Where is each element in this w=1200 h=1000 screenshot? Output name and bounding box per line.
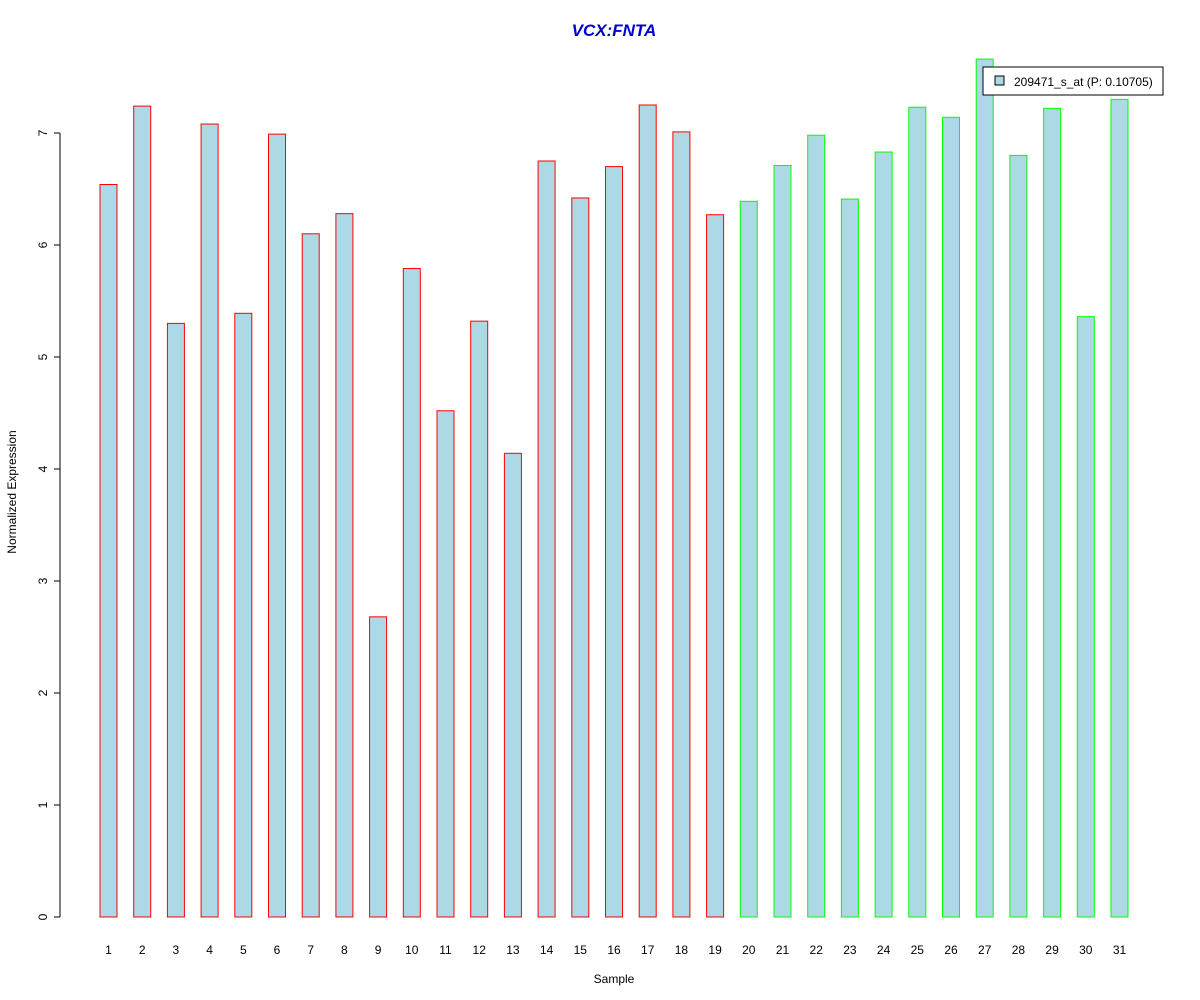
x-tick-label: 7 [307, 943, 314, 957]
bar-sample-13 [503, 452, 522, 918]
bar-sample-31 [1110, 98, 1129, 918]
x-tick-label: 18 [675, 943, 689, 957]
y-tick-label: 1 [36, 801, 50, 808]
x-tick-label: 10 [405, 943, 419, 957]
chart-title: VCX:FNTA [572, 21, 657, 40]
bar-sample-29 [1043, 107, 1062, 918]
x-tick-label: 20 [742, 943, 756, 957]
x-tick-label: 28 [1012, 943, 1026, 957]
y-axis: 0 1 2 3 4 5 6 7 [36, 129, 61, 920]
legend-swatch [994, 75, 1005, 86]
x-tick-label: 2 [139, 943, 146, 957]
x-tick-label: 9 [375, 943, 382, 957]
x-axis: 1 2 3 4 5 6 7 8 9 10 11 12 13 14 15 16 17 18 19 20 21 22 23 24 2… [105, 943, 1126, 957]
bar-sample-23 [840, 198, 859, 918]
bar-sample-11 [436, 410, 455, 918]
y-tick-label: 5 [36, 353, 50, 360]
bar-sample-14 [537, 160, 556, 918]
x-tick-label: 21 [776, 943, 790, 957]
x-tick-label: 16 [607, 943, 621, 957]
bar-sample-18 [672, 131, 691, 918]
bars [99, 58, 1129, 918]
bar-sample-28 [1009, 154, 1028, 918]
x-tick-label: 1 [105, 943, 112, 957]
x-tick-label: 5 [240, 943, 247, 957]
legend-box [982, 66, 1164, 96]
x-tick-label: 17 [641, 943, 655, 957]
x-tick-label: 13 [506, 943, 520, 957]
bar-sample-4 [200, 123, 219, 918]
bar-sample-16 [605, 166, 623, 918]
bar-sample-26 [942, 116, 960, 918]
legend: 209471_s_at (P: 0.10705) [982, 66, 1164, 96]
x-tick-label: 6 [274, 943, 281, 957]
x-tick-label: 23 [843, 943, 857, 957]
bar-sample-8 [335, 213, 354, 918]
bar-sample-1 [99, 184, 118, 918]
bar-sample-10 [402, 268, 421, 918]
x-tick-label: 11 [439, 943, 452, 957]
x-tick-label: 27 [978, 943, 992, 957]
x-tick-label: 29 [1045, 943, 1059, 957]
bar-sample-5 [234, 312, 253, 918]
y-tick-label: 2 [36, 689, 50, 696]
legend-label: 209471_s_at (P: 0.10705) [1014, 75, 1153, 89]
bar-sample-24 [874, 151, 893, 918]
bar-sample-9 [369, 616, 388, 918]
y-tick-label: 6 [36, 241, 50, 248]
x-tick-label: 14 [540, 943, 554, 957]
x-tick-label: 12 [473, 943, 487, 957]
y-tick-label: 4 [36, 465, 50, 472]
bar-sample-3 [166, 322, 185, 918]
bar-sample-17 [638, 104, 657, 918]
x-tick-label: 30 [1079, 943, 1093, 957]
y-tick-label: 3 [36, 577, 50, 584]
x-tick-label: 4 [206, 943, 213, 957]
bar-sample-27 [975, 58, 994, 918]
y-axis-label: Normalized Expression [5, 430, 19, 553]
bar-sample-2 [133, 105, 152, 918]
x-tick-label: 25 [911, 943, 925, 957]
bar-sample-25 [908, 106, 927, 918]
bar-sample-12 [470, 320, 489, 918]
bar-sample-22 [807, 134, 826, 918]
y-tick-label: 0 [36, 913, 50, 920]
x-tick-label: 22 [810, 943, 824, 957]
y-tick-label: 7 [36, 129, 50, 136]
bar-sample-15 [571, 197, 590, 918]
x-axis-label: Sample [594, 972, 635, 986]
bar-sample-30 [1076, 316, 1095, 918]
bar-sample-20 [739, 200, 758, 918]
x-tick-label: 26 [944, 943, 958, 957]
x-tick-label: 24 [877, 943, 891, 957]
bar-sample-7 [301, 233, 320, 918]
x-tick-label: 8 [341, 943, 348, 957]
x-tick-label: 31 [1113, 943, 1127, 957]
x-tick-label: 19 [708, 943, 722, 957]
x-tick-label: 15 [574, 943, 588, 957]
bar-sample-6 [268, 133, 286, 918]
x-tick-label: 3 [173, 943, 180, 957]
bar-sample-21 [773, 164, 792, 918]
bar-sample-19 [706, 214, 725, 918]
